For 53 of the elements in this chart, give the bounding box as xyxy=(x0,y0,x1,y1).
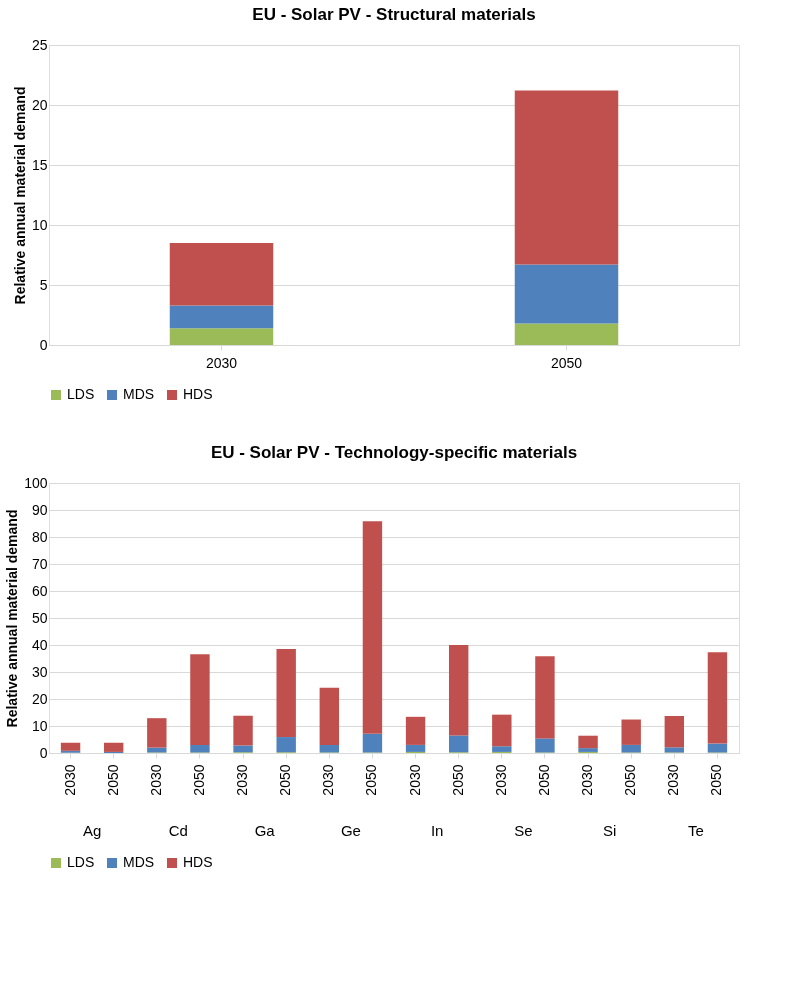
y-tick-label: 5 xyxy=(39,276,48,293)
y-axis-title: Relative annual material demand xyxy=(11,86,28,305)
x-tick-label: 2050 xyxy=(190,764,207,796)
x-tick-label: 2030 xyxy=(234,764,251,796)
x-tick-label: 2030 xyxy=(492,764,509,796)
x-tick-label: 2050 xyxy=(622,764,639,796)
y-tick-label: 30 xyxy=(31,663,48,680)
x-tick-label: 2050 xyxy=(277,764,294,796)
chart-title: EU - Solar PV - Structural materials xyxy=(252,5,536,24)
y-tick-label: 10 xyxy=(31,216,48,233)
legend-label: MDS xyxy=(123,854,155,870)
y-tick-label: 50 xyxy=(31,609,48,626)
x-tick-label: 2050 xyxy=(104,764,121,796)
y-tick-label: 0 xyxy=(39,744,48,761)
text: Cd xyxy=(168,822,188,839)
y-tick-label: 40 xyxy=(31,636,48,653)
y-tick-label: 20 xyxy=(31,96,48,113)
y-tick-label: 70 xyxy=(31,555,48,572)
legend-label: LDS xyxy=(67,854,95,870)
x-tick-label: 2050 xyxy=(449,764,466,796)
text: In xyxy=(430,822,444,839)
x-tick-label: 2030 xyxy=(147,764,164,796)
legend-label: MDS xyxy=(123,386,155,402)
x-tick-label: 2050 xyxy=(550,354,583,371)
y-axis-title: Relative annual material demand xyxy=(4,509,21,728)
x-tick-label: 2030 xyxy=(205,354,238,371)
y-tick-label: 20 xyxy=(31,690,48,707)
x-tick-label: 2030 xyxy=(406,764,423,796)
x-tick-label: 2030 xyxy=(61,764,78,796)
text: Ge xyxy=(340,822,361,839)
x-tick-label: 2050 xyxy=(708,764,725,796)
y-tick-label: 25 xyxy=(31,36,48,53)
x-tick-label: 2030 xyxy=(320,764,337,796)
x-tick-label: 2050 xyxy=(535,764,552,796)
text: Ag xyxy=(82,822,102,839)
y-tick-label: 10 xyxy=(31,717,48,734)
text: Se xyxy=(514,822,533,839)
text: Te xyxy=(687,822,704,839)
text: Si xyxy=(602,822,617,839)
y-tick-label: 80 xyxy=(31,528,48,545)
x-tick-label: 2030 xyxy=(579,764,596,796)
legend-label: HDS xyxy=(183,386,213,402)
legend-label: LDS xyxy=(67,386,95,402)
text: Ga xyxy=(254,822,276,839)
y-tick-label: 0 xyxy=(39,336,48,353)
y-tick-label: 90 xyxy=(31,501,48,518)
y-tick-label: 60 xyxy=(31,582,48,599)
x-tick-label: 2030 xyxy=(665,764,682,796)
y-tick-label: 100 xyxy=(24,474,48,491)
x-tick-label: 2050 xyxy=(363,764,380,796)
legend-label: HDS xyxy=(183,854,213,870)
y-tick-label: 15 xyxy=(31,156,48,173)
chart-title: EU - Solar PV - Technology-specific materials xyxy=(210,443,578,462)
